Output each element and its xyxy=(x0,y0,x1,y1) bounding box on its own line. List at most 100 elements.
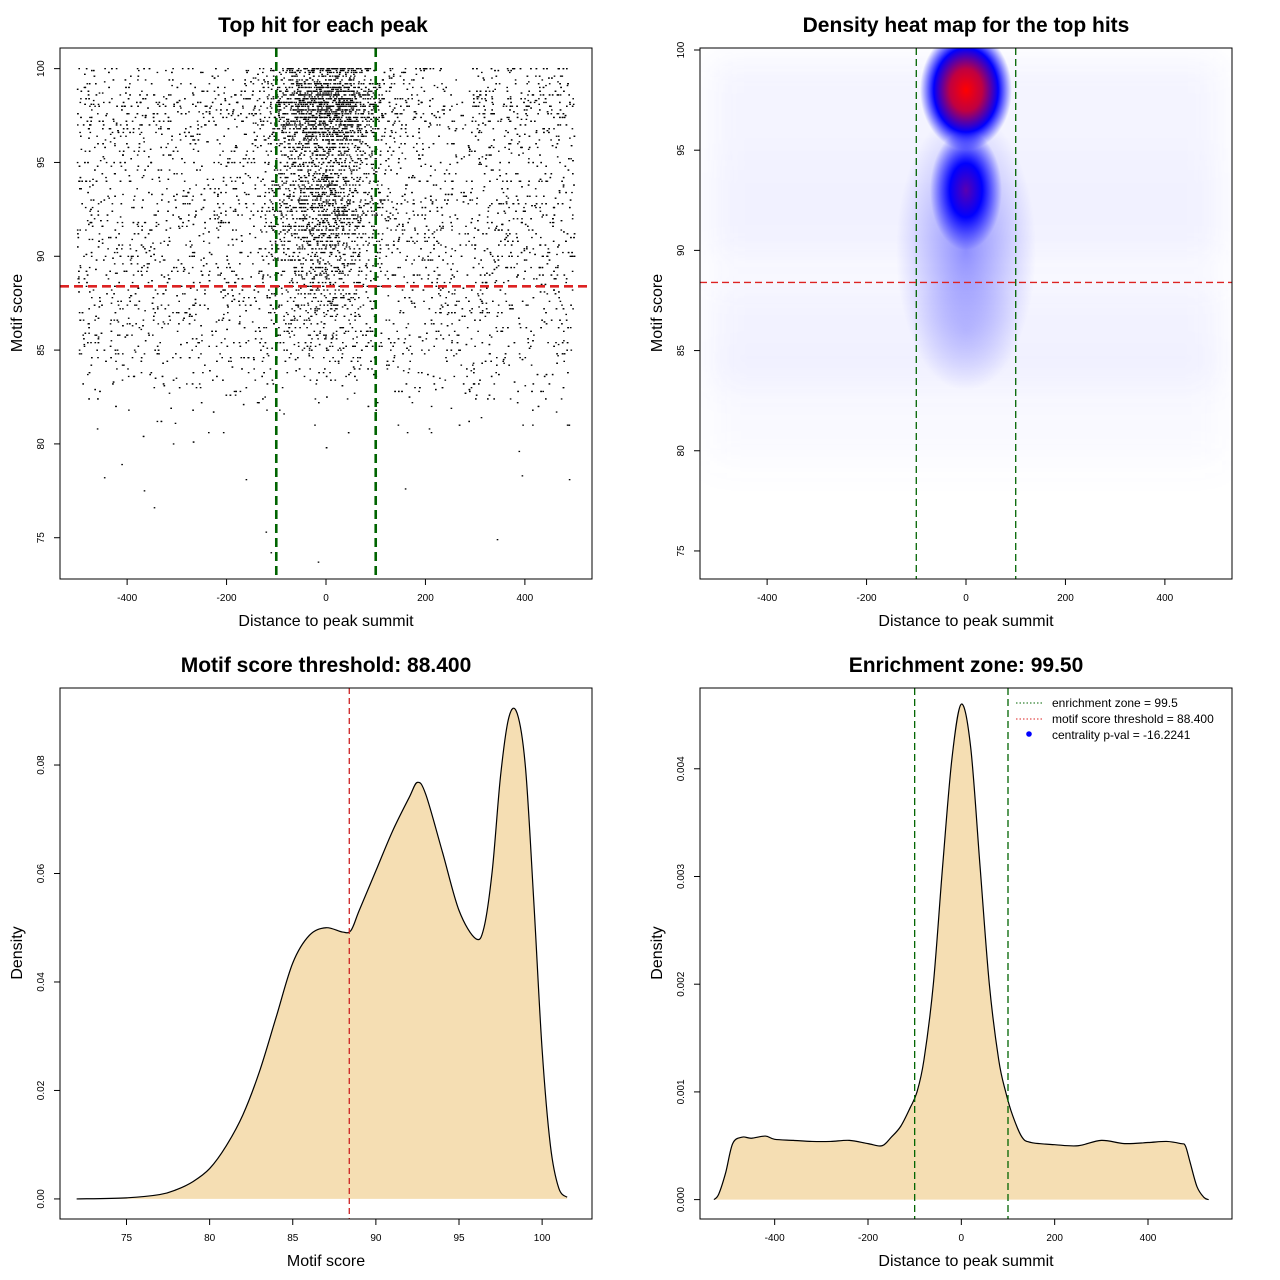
scatter-point xyxy=(462,114,464,117)
scatter-point xyxy=(360,364,362,366)
scatter-point xyxy=(563,330,565,332)
scatter-point xyxy=(150,83,153,85)
scatter-point xyxy=(171,84,173,87)
scatter-point xyxy=(490,360,492,362)
scatter-point xyxy=(235,188,238,190)
scatter-point xyxy=(454,130,457,132)
scatter-point xyxy=(89,131,92,134)
scatter-point xyxy=(473,236,475,239)
scatter-point xyxy=(138,150,140,152)
scatter-point xyxy=(539,206,541,209)
scatter-point xyxy=(501,312,503,314)
scatter-point xyxy=(115,236,117,239)
scatter-point xyxy=(476,96,478,98)
scatter-point xyxy=(207,184,210,186)
scatter-point xyxy=(543,101,545,104)
scatter-point xyxy=(421,214,423,216)
scatter-point xyxy=(245,310,247,312)
scatter-point xyxy=(557,203,559,205)
scatter-point xyxy=(335,255,337,257)
scatter-point xyxy=(381,203,384,205)
scatter-point xyxy=(79,266,82,269)
scatter-point xyxy=(104,68,106,70)
scatter-point xyxy=(86,281,88,284)
scatter-point xyxy=(133,150,136,152)
scatter-point xyxy=(439,124,441,126)
scatter-point xyxy=(477,105,480,107)
scatter-point xyxy=(383,83,385,85)
scatter-point xyxy=(77,113,79,115)
scatter-point xyxy=(89,124,91,126)
scatter-point xyxy=(88,238,91,241)
scatter-point xyxy=(144,79,147,81)
scatter-point xyxy=(269,312,272,314)
scatter-point xyxy=(311,338,313,340)
scatter-point xyxy=(270,253,273,256)
scatter-point xyxy=(192,409,194,411)
scatter-point xyxy=(198,383,201,385)
scatter-point xyxy=(349,323,351,325)
scatter-point xyxy=(227,161,229,164)
scatter-point xyxy=(556,94,559,96)
scatter-point xyxy=(433,323,435,325)
scatter-point xyxy=(302,257,305,259)
scatter-point xyxy=(556,253,558,256)
scatter-point xyxy=(186,225,188,227)
scatter-point xyxy=(569,327,572,329)
scatter-point xyxy=(245,84,247,87)
scatter-point xyxy=(167,323,169,325)
scatter-point xyxy=(287,313,289,316)
scatter-point xyxy=(247,255,249,257)
scatter-point xyxy=(202,90,205,92)
scatter-point xyxy=(569,199,572,201)
scatter-point xyxy=(535,206,537,209)
scatter-point xyxy=(535,233,537,235)
scatter-point xyxy=(215,345,218,347)
scatter-point xyxy=(128,409,130,411)
scatter-point xyxy=(193,139,196,141)
scatter-point xyxy=(538,274,541,276)
scatter-point xyxy=(226,259,229,261)
scatter-point xyxy=(259,90,261,92)
scatter-point xyxy=(353,146,356,149)
scatter-point xyxy=(421,206,424,209)
scatter-point xyxy=(544,244,547,246)
scatter-point xyxy=(92,289,95,291)
scatter-point xyxy=(155,131,157,134)
scatter-point xyxy=(555,266,557,269)
scatter-point xyxy=(572,98,574,100)
scatter-point xyxy=(341,233,343,235)
scatter-point xyxy=(224,99,227,102)
scatter-point xyxy=(427,278,429,280)
scatter-point xyxy=(396,116,399,119)
scatter-point xyxy=(137,233,140,235)
scatter-point xyxy=(518,180,521,182)
scatter-point xyxy=(145,114,147,117)
scatter-point xyxy=(198,235,201,237)
scatter-point xyxy=(393,355,396,357)
scatter-point xyxy=(103,349,106,351)
scatter-point xyxy=(88,266,91,269)
scatter-point xyxy=(413,281,415,284)
scatter-point xyxy=(464,124,467,126)
scatter-point xyxy=(427,255,429,257)
scatter-point xyxy=(425,120,427,122)
scatter-point xyxy=(236,195,238,197)
scatter-point xyxy=(439,274,441,276)
scatter-point xyxy=(191,349,193,351)
scatter-point xyxy=(324,176,327,179)
scatter-point xyxy=(543,308,545,310)
scatter-point xyxy=(264,139,267,141)
scatter-point xyxy=(121,244,124,246)
scatter-point xyxy=(429,210,431,212)
scatter-point xyxy=(242,158,245,160)
scatter-point xyxy=(143,353,146,355)
scatter-point xyxy=(168,278,170,280)
scatter-point xyxy=(496,199,498,201)
scatter-point xyxy=(356,379,358,381)
scatter-point xyxy=(294,327,297,329)
scatter-point xyxy=(513,381,516,383)
scatter-point xyxy=(138,300,141,302)
scatter-point xyxy=(386,368,389,370)
scatter-point xyxy=(481,71,483,74)
